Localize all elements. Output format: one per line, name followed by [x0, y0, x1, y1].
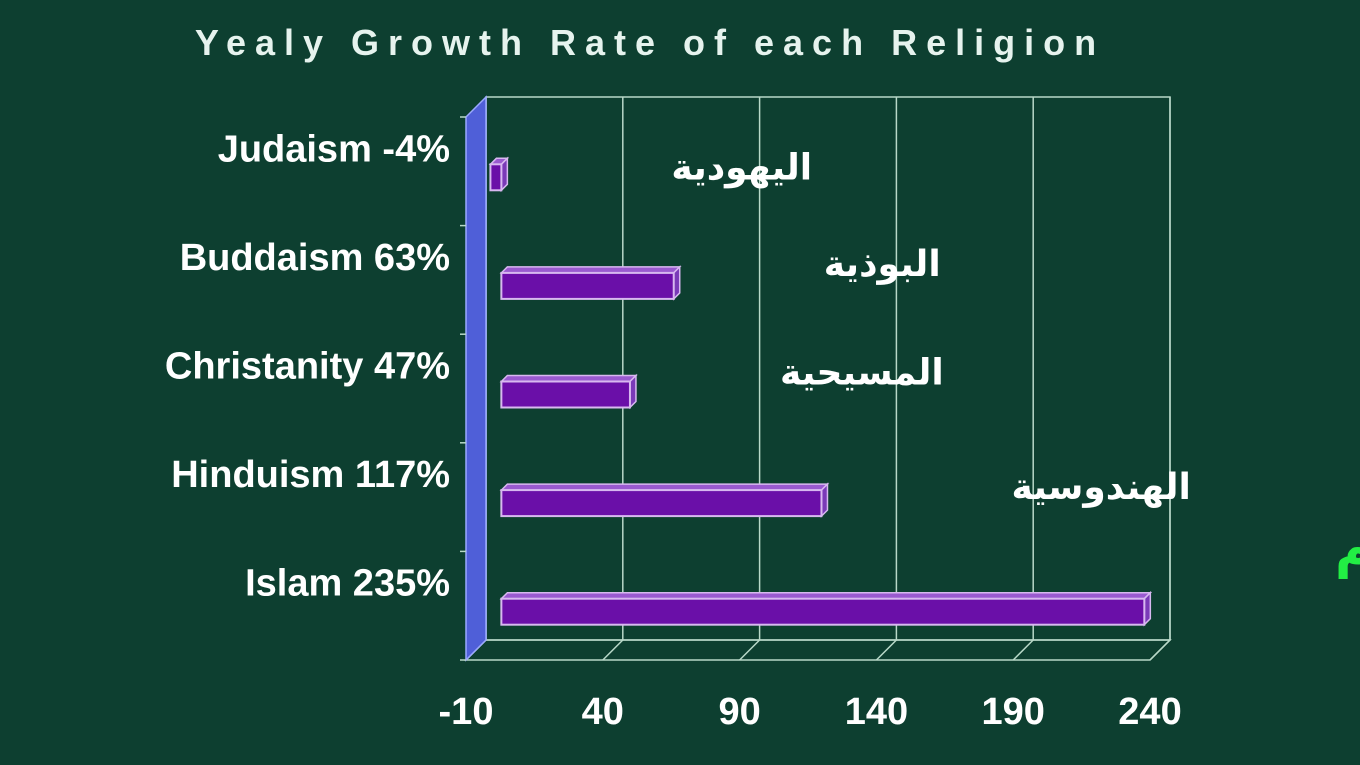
plot-floor	[464, 639, 1172, 661]
arabic-label: الإسلام	[1335, 520, 1360, 580]
tick-mark	[875, 639, 897, 661]
x-tick-label: 190	[981, 691, 1044, 733]
y-axis-wall	[465, 95, 487, 662]
category-label: Islam 235%	[245, 563, 450, 605]
arabic-label: اليهودية	[671, 147, 812, 188]
x-tick-label: 90	[718, 691, 760, 733]
arabic-label: البوذية	[824, 244, 941, 285]
bar	[500, 597, 1146, 626]
bar	[500, 271, 675, 300]
bar	[500, 380, 631, 409]
arabic-label: المسيحية	[780, 353, 944, 394]
x-tick-label: 240	[1118, 691, 1181, 733]
category-label: Judaism -4%	[218, 128, 450, 170]
chart-title: Yealy Growth Rate of each Religion	[194, 22, 1106, 63]
tick-mark	[602, 639, 624, 661]
x-tick-label: 40	[582, 691, 624, 733]
bar	[500, 489, 823, 518]
x-tick-label: -10	[439, 691, 494, 733]
tick-mark	[1012, 639, 1034, 661]
x-tick-label: 140	[845, 691, 908, 733]
bar	[489, 163, 503, 192]
tick-mark	[739, 639, 761, 661]
arabic-label: الهندوسية	[1011, 467, 1190, 508]
category-label: Christanity 47%	[165, 346, 450, 388]
category-label: Hinduism 117%	[171, 454, 450, 496]
category-label: Buddaism 63%	[180, 237, 450, 279]
